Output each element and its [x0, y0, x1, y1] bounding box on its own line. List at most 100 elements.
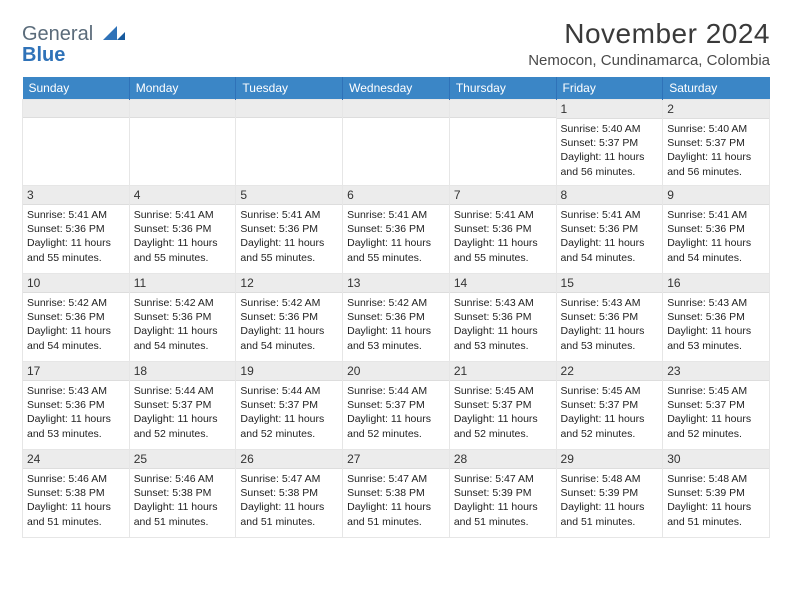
calendar-day-cell: 28Sunrise: 5:47 AMSunset: 5:39 PMDayligh… [449, 450, 556, 538]
day-number: 3 [23, 186, 129, 205]
sunrise-text: Sunrise: 5:43 AM [454, 296, 552, 310]
brand-logo: General Blue [22, 18, 125, 66]
day-detail: Sunrise: 5:43 AMSunset: 5:36 PMDaylight:… [450, 293, 556, 355]
sunrise-text: Sunrise: 5:46 AM [134, 472, 232, 486]
day-number: 30 [663, 450, 769, 469]
daylight-text: Daylight: 11 hours and 51 minutes. [561, 500, 659, 528]
daylight-text: Daylight: 11 hours and 55 minutes. [134, 236, 232, 264]
daylight-text: Daylight: 11 hours and 54 minutes. [27, 324, 125, 352]
day-number: 18 [130, 362, 236, 381]
day-number: 7 [450, 186, 556, 205]
day-detail [450, 118, 556, 178]
daylight-text: Daylight: 11 hours and 51 minutes. [454, 500, 552, 528]
day-detail: Sunrise: 5:43 AMSunset: 5:36 PMDaylight:… [557, 293, 663, 355]
calendar-day-cell: 29Sunrise: 5:48 AMSunset: 5:39 PMDayligh… [556, 450, 663, 538]
daylight-text: Daylight: 11 hours and 55 minutes. [454, 236, 552, 264]
sunset-text: Sunset: 5:36 PM [667, 222, 765, 236]
sunset-text: Sunset: 5:37 PM [454, 398, 552, 412]
sunrise-text: Sunrise: 5:41 AM [240, 208, 338, 222]
sunrise-text: Sunrise: 5:42 AM [347, 296, 445, 310]
calendar-day-cell: 9Sunrise: 5:41 AMSunset: 5:36 PMDaylight… [663, 186, 770, 274]
sunset-text: Sunset: 5:36 PM [347, 310, 445, 324]
daylight-text: Daylight: 11 hours and 55 minutes. [240, 236, 338, 264]
day-detail [343, 118, 449, 178]
sunrise-text: Sunrise: 5:44 AM [134, 384, 232, 398]
location-subtitle: Nemocon, Cundinamarca, Colombia [528, 52, 770, 69]
sunset-text: Sunset: 5:38 PM [240, 486, 338, 500]
day-number: 14 [450, 274, 556, 293]
day-number: 2 [663, 100, 769, 119]
sunrise-text: Sunrise: 5:41 AM [134, 208, 232, 222]
calendar-day-cell: 15Sunrise: 5:43 AMSunset: 5:36 PMDayligh… [556, 274, 663, 362]
daylight-text: Daylight: 11 hours and 55 minutes. [27, 236, 125, 264]
sunset-text: Sunset: 5:36 PM [667, 310, 765, 324]
day-detail: Sunrise: 5:45 AMSunset: 5:37 PMDaylight:… [557, 381, 663, 443]
calendar-day-cell: 27Sunrise: 5:47 AMSunset: 5:38 PMDayligh… [343, 450, 450, 538]
sunset-text: Sunset: 5:37 PM [134, 398, 232, 412]
daylight-text: Daylight: 11 hours and 51 minutes. [347, 500, 445, 528]
weekday-header: Sunday [23, 77, 130, 100]
day-detail: Sunrise: 5:41 AMSunset: 5:36 PMDaylight:… [450, 205, 556, 267]
calendar-week-row: 10Sunrise: 5:42 AMSunset: 5:36 PMDayligh… [23, 274, 770, 362]
sunset-text: Sunset: 5:36 PM [27, 222, 125, 236]
sunrise-text: Sunrise: 5:40 AM [667, 122, 765, 136]
day-number: 10 [23, 274, 129, 293]
sunset-text: Sunset: 5:37 PM [561, 398, 659, 412]
calendar-day-cell [23, 100, 130, 186]
calendar-table: Sunday Monday Tuesday Wednesday Thursday… [22, 77, 770, 538]
day-detail: Sunrise: 5:41 AMSunset: 5:36 PMDaylight:… [663, 205, 769, 267]
calendar-day-cell: 22Sunrise: 5:45 AMSunset: 5:37 PMDayligh… [556, 362, 663, 450]
day-detail: Sunrise: 5:46 AMSunset: 5:38 PMDaylight:… [130, 469, 236, 531]
sunset-text: Sunset: 5:36 PM [561, 222, 659, 236]
daylight-text: Daylight: 11 hours and 54 minutes. [134, 324, 232, 352]
day-detail: Sunrise: 5:40 AMSunset: 5:37 PMDaylight:… [663, 119, 769, 181]
day-number: 9 [663, 186, 769, 205]
calendar-day-cell: 18Sunrise: 5:44 AMSunset: 5:37 PMDayligh… [129, 362, 236, 450]
daylight-text: Daylight: 11 hours and 53 minutes. [561, 324, 659, 352]
sunset-text: Sunset: 5:36 PM [454, 222, 552, 236]
day-number: 28 [450, 450, 556, 469]
sunset-text: Sunset: 5:38 PM [134, 486, 232, 500]
day-detail: Sunrise: 5:44 AMSunset: 5:37 PMDaylight:… [343, 381, 449, 443]
sunrise-text: Sunrise: 5:41 AM [27, 208, 125, 222]
day-detail: Sunrise: 5:42 AMSunset: 5:36 PMDaylight:… [343, 293, 449, 355]
sunrise-text: Sunrise: 5:44 AM [347, 384, 445, 398]
daylight-text: Daylight: 11 hours and 53 minutes. [27, 412, 125, 440]
day-number: 17 [23, 362, 129, 381]
day-number: 13 [343, 274, 449, 293]
calendar-day-cell: 8Sunrise: 5:41 AMSunset: 5:36 PMDaylight… [556, 186, 663, 274]
calendar-day-cell: 1Sunrise: 5:40 AMSunset: 5:37 PMDaylight… [556, 100, 663, 186]
daylight-text: Daylight: 11 hours and 51 minutes. [134, 500, 232, 528]
sunset-text: Sunset: 5:38 PM [27, 486, 125, 500]
sunrise-text: Sunrise: 5:47 AM [454, 472, 552, 486]
day-detail: Sunrise: 5:41 AMSunset: 5:36 PMDaylight:… [23, 205, 129, 267]
day-number: 27 [343, 450, 449, 469]
day-number [236, 100, 342, 118]
calendar-day-cell: 16Sunrise: 5:43 AMSunset: 5:36 PMDayligh… [663, 274, 770, 362]
calendar-day-cell: 20Sunrise: 5:44 AMSunset: 5:37 PMDayligh… [343, 362, 450, 450]
daylight-text: Daylight: 11 hours and 53 minutes. [347, 324, 445, 352]
day-detail: Sunrise: 5:42 AMSunset: 5:36 PMDaylight:… [236, 293, 342, 355]
calendar-day-cell: 19Sunrise: 5:44 AMSunset: 5:37 PMDayligh… [236, 362, 343, 450]
sunrise-text: Sunrise: 5:42 AM [27, 296, 125, 310]
weekday-header: Saturday [663, 77, 770, 100]
day-number: 19 [236, 362, 342, 381]
brand-word-2: Blue [22, 44, 65, 66]
calendar-day-cell: 23Sunrise: 5:45 AMSunset: 5:37 PMDayligh… [663, 362, 770, 450]
day-number [343, 100, 449, 118]
sunset-text: Sunset: 5:36 PM [347, 222, 445, 236]
calendar-day-cell: 5Sunrise: 5:41 AMSunset: 5:36 PMDaylight… [236, 186, 343, 274]
calendar-page: General Blue November 2024 Nemocon, Cund… [0, 0, 792, 548]
calendar-week-row: 3Sunrise: 5:41 AMSunset: 5:36 PMDaylight… [23, 186, 770, 274]
daylight-text: Daylight: 11 hours and 52 minutes. [347, 412, 445, 440]
sunset-text: Sunset: 5:36 PM [27, 398, 125, 412]
day-detail: Sunrise: 5:47 AMSunset: 5:38 PMDaylight:… [236, 469, 342, 531]
day-number: 29 [557, 450, 663, 469]
day-number: 5 [236, 186, 342, 205]
page-header: General Blue November 2024 Nemocon, Cund… [22, 18, 770, 69]
sunset-text: Sunset: 5:37 PM [240, 398, 338, 412]
day-detail: Sunrise: 5:48 AMSunset: 5:39 PMDaylight:… [557, 469, 663, 531]
sunrise-text: Sunrise: 5:41 AM [454, 208, 552, 222]
day-detail: Sunrise: 5:45 AMSunset: 5:37 PMDaylight:… [663, 381, 769, 443]
month-title: November 2024 [528, 18, 770, 50]
